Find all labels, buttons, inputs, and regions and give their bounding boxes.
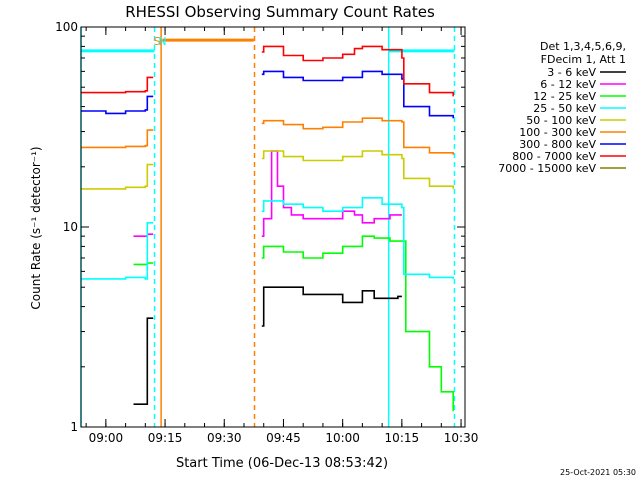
y-axis-label: Count Rate (s⁻¹ detector⁻¹) [29, 146, 43, 309]
x-tick-label: 09:15 [148, 431, 183, 445]
legend-header: FDecim 1, Att 1 [541, 53, 626, 66]
legend: Det 1,3,4,5,6,9,FDecim 1, Att 13 - 6 keV… [498, 40, 626, 175]
series-5 [81, 117, 454, 155]
series-line [133, 233, 154, 237]
legend-label: 7000 - 15000 keV [498, 162, 596, 175]
legend-header: Det 1,3,4,5,6,9, [540, 40, 626, 53]
x-axis-label: Start Time (06-Dec-13 08:53:42) [176, 456, 388, 471]
series-line [81, 76, 154, 94]
series-line [81, 163, 154, 190]
series-line [261, 70, 454, 119]
series-line [261, 45, 454, 97]
series-7 [81, 45, 454, 97]
series-line [261, 150, 454, 189]
x-tick-label: 10:30 [444, 431, 479, 445]
legend-label: 300 - 800 keV [519, 138, 596, 151]
series-line [133, 262, 154, 266]
plot-area: SN [80, 27, 456, 427]
plot-frame [80, 26, 466, 428]
x-tick-label: 10:00 [325, 431, 360, 445]
series-line [261, 197, 454, 279]
series-line [81, 129, 154, 149]
legend-label: 50 - 100 keV [526, 114, 596, 127]
annotation-n: N [158, 35, 166, 48]
series-line [261, 150, 402, 237]
y-tick-label: 1 [70, 420, 78, 434]
x-tick-label: 09:00 [89, 431, 124, 445]
legend-label: 100 - 300 keV [519, 126, 596, 139]
series-line [81, 95, 154, 115]
legend-label: 25 - 50 keV [533, 102, 596, 115]
axes: 09:00 09:15 09:30 09:45 10:00 10:15 10:30 1 10 10… [55, 20, 478, 445]
series-line [261, 117, 454, 155]
series-4 [81, 150, 454, 190]
series-line [261, 286, 402, 327]
annotation-s: S [154, 35, 161, 48]
legend-label: 800 - 7000 keV [512, 150, 596, 163]
series-line [81, 222, 154, 280]
series-2 [133, 235, 454, 412]
x-tick-label: 09:45 [266, 431, 301, 445]
legend-label: 6 - 12 keV [540, 78, 596, 91]
series-line [133, 317, 154, 405]
legend-label: 3 - 6 keV [547, 66, 596, 79]
series-1 [133, 150, 402, 237]
footer-timestamp: 25-Oct-2021 05:30 [560, 468, 636, 477]
series-0 [133, 286, 402, 405]
x-tick-label: 10:15 [385, 431, 420, 445]
y-tick-label: 100 [55, 20, 78, 34]
x-tick-label: 09:30 [207, 431, 242, 445]
series-line [261, 235, 454, 412]
series-3 [81, 197, 454, 280]
legend-label: 12 - 25 keV [533, 90, 596, 103]
y-tick-label: 10 [63, 220, 78, 234]
chart-title: RHESSI Observing Summary Count Rates [125, 3, 435, 21]
series-6 [81, 70, 454, 119]
